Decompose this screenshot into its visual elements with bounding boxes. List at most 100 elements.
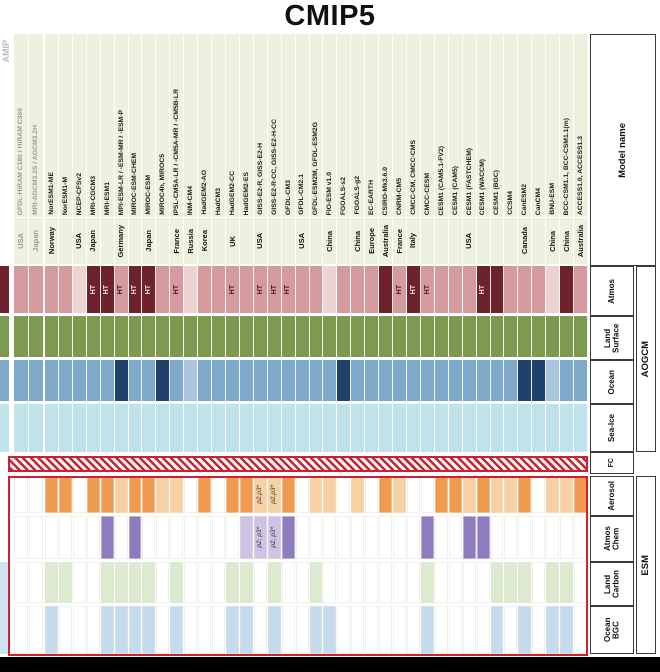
atmos-cell: HT [476, 266, 491, 316]
land-carbon-cell [560, 562, 575, 606]
land-surface-cell [239, 316, 254, 360]
aerosol-cell [532, 476, 547, 516]
ocean-cell [86, 360, 101, 404]
atmos-chem-cell [72, 516, 87, 562]
country-label: France [394, 228, 404, 254]
country-cell: Russia [184, 218, 199, 266]
land-carbon-cell [281, 562, 296, 606]
sea-ice-cell [128, 404, 143, 452]
model-column: GISS-E2-R-CC, GISS-E2-H-CC HT p2,p3* p2, p3… [267, 34, 282, 654]
model-name-cell: CMCC-CM, CMCC-CMS [406, 34, 421, 218]
sea-ice-cell [434, 404, 449, 452]
country-label: Canada [519, 227, 529, 255]
model-column: IPSL-CM5A-LR / -CM5A-MR / -CM5B-LR France… [170, 34, 185, 654]
land-carbon-cell [142, 562, 157, 606]
edge-sliver-atmos [0, 266, 9, 313]
model-column: BCC-CSM1.1, BCC-CSM1.1(m) China [560, 34, 575, 654]
atmos-cell: HT [253, 266, 268, 316]
model-name-label: CCSM4 [507, 191, 515, 215]
land-carbon-cell [156, 562, 171, 606]
country-cell [434, 218, 449, 266]
atmos-cell: HT [267, 266, 282, 316]
country-cell: USA [295, 218, 310, 266]
ocean-cell [212, 360, 226, 404]
land-surface-cell [128, 316, 143, 360]
land-carbon-cell [490, 562, 505, 606]
country-label: USA [255, 233, 265, 249]
row-label-atmos-chem: Atmos Chem [590, 516, 634, 562]
atmos-cell [239, 266, 254, 316]
aerosol-cell [420, 476, 435, 516]
sea-ice-cell [476, 404, 491, 452]
sea-ice-cell [100, 404, 115, 452]
atmos-cell [504, 266, 519, 316]
atmos-cell [29, 266, 44, 316]
model-name-label: GFDL-HiRAM C180 / HiRAM C360 [17, 107, 25, 215]
model-name-label: MRI-AGCM3.2S / AGCM3.2H [32, 124, 40, 215]
atmos-chem-cell [170, 516, 185, 562]
country-cell: USA [14, 218, 29, 266]
sea-ice-cell [142, 404, 157, 452]
high-top-label: HT [284, 284, 292, 295]
atmos-chem-cell [295, 516, 310, 562]
aerosol-cell [198, 476, 213, 516]
ocean-cell [267, 360, 282, 404]
country-label: Japan [143, 230, 153, 252]
country-cell: Japan [86, 218, 101, 266]
ocean-cell [323, 360, 338, 404]
land-surface-cell [100, 316, 115, 360]
model-column: CMCC-CESM HT [420, 34, 435, 654]
high-top-label: HT [228, 284, 236, 295]
ocean-bgc-cell [212, 606, 226, 654]
sea-ice-cell [462, 404, 477, 452]
model-name-cell: MRI-CGCM3 [86, 34, 101, 218]
model-name-label: CESM1 (BGC) [493, 170, 501, 215]
row-label-ocean: Ocean [590, 360, 634, 404]
aerosol-cell [462, 476, 477, 516]
model-name-cell: CESM1 (CAM5.1-FV2) [434, 34, 449, 218]
land-surface-cell [518, 316, 533, 360]
land-surface-cell [184, 316, 199, 360]
model-name-label: MPI-ESM-LR / -ESM-MR / -ESM-P [117, 109, 125, 215]
land-carbon-cell [45, 562, 59, 606]
model-column: MIROC-ESM-CHEM HT [128, 34, 143, 654]
country-label: China [324, 230, 334, 252]
country-cell: Italy [406, 218, 421, 266]
country-label: USA [297, 233, 307, 249]
row-label-fc: FC [590, 452, 634, 474]
ocean-bgc-cell [267, 606, 282, 654]
atmos-chem-cell [323, 516, 338, 562]
edge-sliver-land [0, 316, 9, 357]
atmos-chem-cell [239, 516, 254, 562]
sea-ice-cell [323, 404, 338, 452]
country-cell: China [323, 218, 338, 266]
model-column: CCSM4 [504, 34, 519, 654]
aerosol-cell [225, 476, 240, 516]
model-name-label: BNU-ESM [549, 183, 557, 215]
land-surface-cell [72, 316, 87, 360]
model-column: CSIRO-Mk3.6.0 Australia [379, 34, 394, 654]
model-name-cell: HadGEM2-ES [239, 34, 254, 218]
row-label-ocean-bgc: Ocean BGC [590, 606, 634, 654]
model-column: MRI-AGCM3.2S / AGCM3.2H Japan [29, 34, 44, 654]
atmos-chem-cell [393, 516, 407, 562]
aerosol-cell [29, 476, 44, 516]
land-surface-cell [198, 316, 213, 360]
model-name-cell: MRI-AGCM3.2S / AGCM3.2H [29, 34, 44, 218]
model-column: MIROC4h, MIROC5 [156, 34, 171, 654]
country-cell [128, 218, 143, 266]
model-column: HadCM3 [212, 34, 226, 654]
land-carbon-cell [337, 562, 352, 606]
model-name-cell: FGOALS-g2 [351, 34, 366, 218]
land-surface-cell [365, 316, 380, 360]
country-cell [156, 218, 171, 266]
model-column: CESM1 (CAM5.1-FV2) [434, 34, 449, 654]
land-surface-cell [267, 316, 282, 360]
atmos-cell [532, 266, 547, 316]
aerosol-cell [574, 476, 588, 516]
sea-ice-cell [45, 404, 59, 452]
ocean-cell [114, 360, 129, 404]
model-name-label: CESM1 (CAM5.1-FV2) [437, 145, 445, 216]
land-surface-cell [45, 316, 59, 360]
